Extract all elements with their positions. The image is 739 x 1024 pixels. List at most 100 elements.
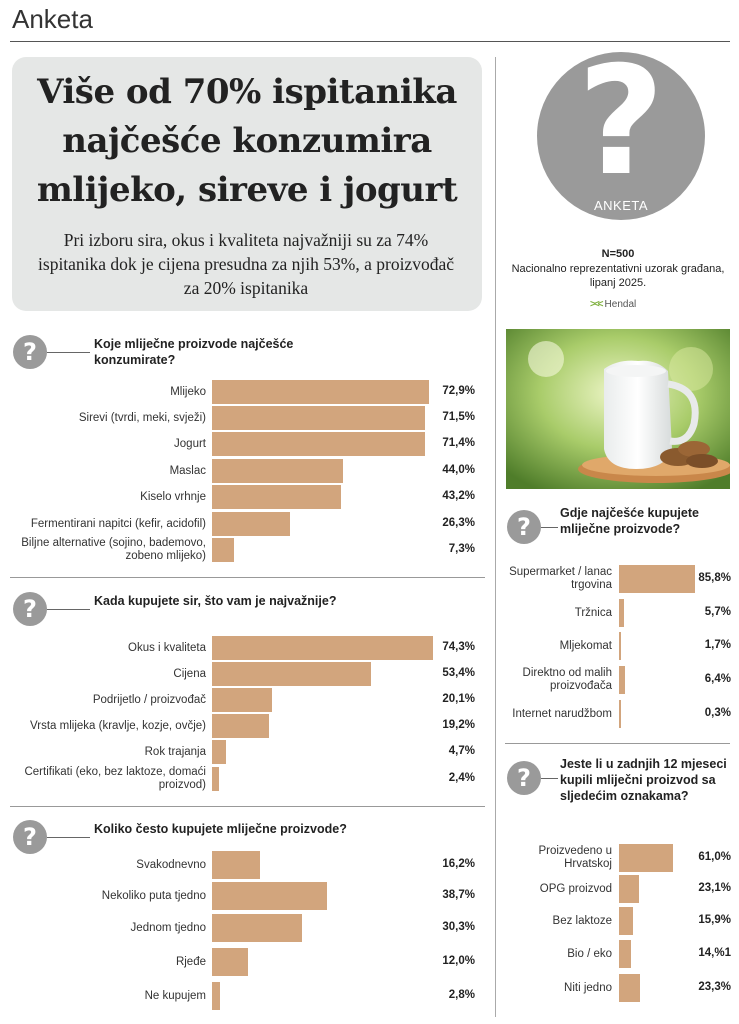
chart4-category-label: Tržnica xyxy=(574,606,612,619)
chart4-category-label: Mljekomat xyxy=(559,639,612,652)
chart3-category-label: Svakodnevno xyxy=(136,858,206,871)
chart3-bar xyxy=(212,948,248,976)
chart5-value-label: 23,1% xyxy=(698,882,731,894)
chart2-value-label: 20,1% xyxy=(442,693,475,705)
question-mark-icon: ? xyxy=(577,35,665,209)
chart1-value-label: 72,9% xyxy=(442,385,475,397)
chart3-category-label: Nekoliko puta tjedno xyxy=(101,889,206,902)
chart5-question: Jeste li u zadnjih 12 mjeseci kupili mli… xyxy=(560,757,727,803)
chart4-value-label: 1,7% xyxy=(704,639,731,651)
chart3-category-label: Ne kupujem xyxy=(144,989,206,1002)
question-connector xyxy=(541,778,558,779)
chart1-bar xyxy=(212,485,341,509)
chart3-category-label: Jednom tjedno xyxy=(130,921,206,934)
chart3-value-label: 38,7% xyxy=(442,889,475,901)
chart5-value-label: 23,3% xyxy=(698,981,731,993)
chart2-category-label: Vrsta mlijeka (kravlje, kozje, ovčje) xyxy=(30,719,206,732)
chart2-bar xyxy=(212,688,272,712)
chart1-value-label: 44,0% xyxy=(442,464,475,476)
chart2-value-label: 74,3% xyxy=(442,641,475,653)
chart5-category-label: Bez laktoze xyxy=(552,914,612,927)
chart3-value-label: 12,0% xyxy=(442,955,475,967)
section-divider xyxy=(10,806,485,807)
milk-photo xyxy=(506,329,730,489)
chart4-value-label: 5,7% xyxy=(704,606,731,618)
chart2-value-label: 4,7% xyxy=(448,745,475,757)
chart1-value-label: 71,4% xyxy=(442,437,475,449)
chart4-category-label: Internet narudžbom xyxy=(512,707,612,720)
chart1-category-label: Kiselo vrhnje xyxy=(140,490,206,503)
chart1-category-label: Maslac xyxy=(169,464,206,477)
chart5-category-label: Niti jedno xyxy=(564,981,612,994)
chart2-category-label: Podrijetlo / proizvođač xyxy=(92,693,206,706)
chart4-bar xyxy=(619,666,625,694)
chart3-bar xyxy=(212,851,261,879)
chart5-value-label: 15,9% xyxy=(698,914,731,926)
chart3-value-label: 16,2% xyxy=(442,858,475,870)
chart2-bar xyxy=(212,636,434,660)
chart5-value-label: 14,%1 xyxy=(698,947,731,959)
chart2-bar xyxy=(212,767,220,791)
question-connector xyxy=(47,352,90,353)
chart5-category-label: OPG proizvod xyxy=(539,882,612,895)
sample-description: Nacionalno reprezentativni uzorak građan… xyxy=(511,263,725,289)
logo-mark-icon: ><< xyxy=(590,299,603,310)
chart1-bar xyxy=(212,538,234,562)
chart5-value-label: 61,0% xyxy=(698,851,731,863)
chart4-value-label: 85,8% xyxy=(698,572,731,584)
chart1-category-label: Biljne alternative (sojino, bademovo, zo… xyxy=(21,537,206,562)
chart1-question: Koje mliječne proizvode najčešće konzumi… xyxy=(94,337,294,367)
chart5-category-label: Proizvedeno u Hrvatskoj xyxy=(538,845,612,870)
chart4-bar xyxy=(619,700,621,728)
column-divider xyxy=(495,57,496,1017)
chart1-bar xyxy=(212,406,426,430)
chart1-category-label: Fermentirani napitci (kefir, acidofil) xyxy=(30,517,206,530)
chart1-bar xyxy=(212,512,291,536)
chart2-value-label: 53,4% xyxy=(442,667,475,679)
question-connector xyxy=(541,527,558,528)
chart4-value-label: 0,3% xyxy=(704,707,731,719)
chart4-bar xyxy=(619,632,621,660)
chart2-bar xyxy=(212,662,372,686)
milk-jug-illustration xyxy=(506,329,730,489)
chart5-bar xyxy=(619,875,640,903)
headline: Više od 70% ispitanika najčešće konzumir… xyxy=(36,72,458,210)
chart1-category-label: Jogurt xyxy=(174,437,206,450)
chart3-category-label: Rjeđe xyxy=(175,955,206,968)
chart2-question: Kada kupujete sir, što vam je najvažnije… xyxy=(94,594,337,608)
chart2-category-label: Okus i kvaliteta xyxy=(128,641,206,654)
chart3-bar xyxy=(212,982,221,1010)
chart1-bar xyxy=(212,432,425,456)
chart5-bar xyxy=(619,907,633,935)
chart1-value-label: 43,2% xyxy=(442,490,475,502)
question-icon: ? xyxy=(507,510,541,544)
logo-text: Hendal xyxy=(604,299,637,310)
chart5-category-label: Bio / eko xyxy=(567,947,612,960)
section-divider xyxy=(505,743,730,744)
chart4-category-label: Direktno od malih proizvođača xyxy=(522,667,612,692)
section-title: Anketa xyxy=(12,4,93,34)
badge-label: ANKETA xyxy=(593,198,649,213)
chart1-value-label: 71,5% xyxy=(442,411,475,423)
chart4-bar xyxy=(619,599,625,627)
section-divider xyxy=(10,577,485,578)
question-icon: ? xyxy=(13,592,47,626)
chart3-bar xyxy=(212,914,303,942)
chart4-question: Gdje najčešće kupujete mliječne proizvod… xyxy=(560,506,699,536)
top-divider xyxy=(10,41,730,42)
chart1-bar xyxy=(212,459,344,483)
question-connector xyxy=(47,609,90,610)
chart3-bar xyxy=(212,882,328,910)
headline-box xyxy=(12,57,482,311)
question-badge-icon xyxy=(537,52,705,220)
chart1-category-label: Mlijeko xyxy=(170,385,206,398)
chart5-bar xyxy=(619,844,673,872)
subheadline: Pri izboru sira, okus i kvaliteta najvaž… xyxy=(38,230,454,298)
chart2-value-label: 2,4% xyxy=(448,772,475,784)
chart2-category-label: Rok trajanja xyxy=(144,745,206,758)
chart3-question: Koliko često kupujete mliječne proizvode… xyxy=(94,822,347,836)
question-icon: ? xyxy=(13,335,47,369)
chart1-value-label: 26,3% xyxy=(442,517,475,529)
chart1-value-label: 7,3% xyxy=(448,543,475,555)
hendal-logo: ><< Hendal xyxy=(590,299,636,310)
